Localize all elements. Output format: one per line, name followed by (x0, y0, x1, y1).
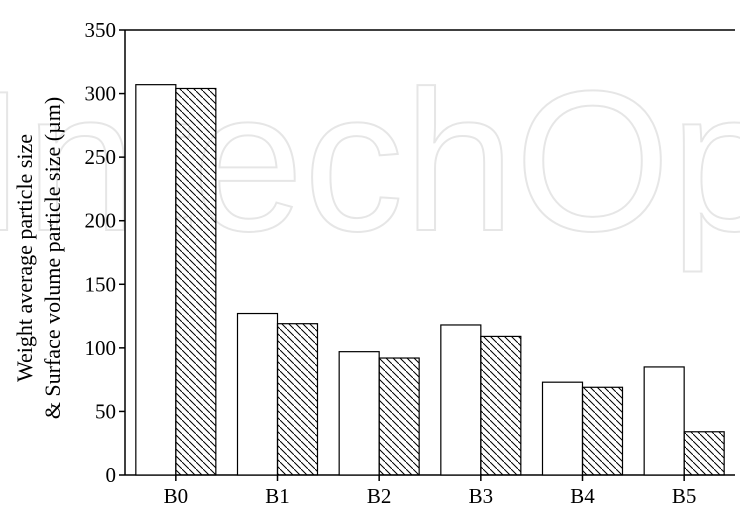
y-tick-label: 300 (85, 82, 117, 106)
x-tick-label: B1 (265, 484, 290, 508)
watermark: IntechOpen (0, 50, 740, 273)
x-tick-label: B3 (469, 484, 494, 508)
y-axis-ticks: 0 50 100 150 200 250 300 350 (85, 18, 125, 487)
bar-weight-average (440, 324, 482, 476)
bar-surface-volume (175, 87, 217, 476)
x-axis-ticks: B0 B1 B2 B3 B4 B5 (164, 475, 697, 508)
x-tick-label: B5 (672, 484, 697, 508)
bar-weight-average (135, 84, 177, 476)
y-tick-label: 150 (85, 272, 117, 296)
y-tick-label: 350 (85, 18, 117, 42)
y-tick-label: 200 (85, 209, 117, 233)
bar-surface-volume (378, 357, 420, 476)
bar-weight-average (236, 312, 279, 476)
y-axis-title-line2: & Surface volume particle size (µm) (40, 97, 65, 419)
y-tick-label: 100 (85, 336, 117, 360)
bar-series (135, 84, 725, 476)
plot-area (124, 29, 735, 476)
y-tick-label: 0 (106, 463, 117, 487)
x-tick-label: B2 (367, 484, 392, 508)
bar-weight-average (541, 381, 584, 476)
x-tick-label: B0 (164, 484, 189, 508)
x-tick-label: B4 (570, 484, 595, 508)
y-axis-title-line1: Weight average particle size (12, 134, 37, 382)
bar-surface-volume (683, 431, 725, 476)
bar-weight-average (643, 366, 685, 476)
bar-surface-volume (276, 323, 319, 476)
bar-surface-volume (581, 386, 624, 476)
bar-weight-average (338, 351, 380, 476)
bar-surface-volume (480, 335, 522, 476)
y-tick-label: 250 (85, 145, 117, 169)
y-tick-label: 50 (95, 399, 116, 423)
